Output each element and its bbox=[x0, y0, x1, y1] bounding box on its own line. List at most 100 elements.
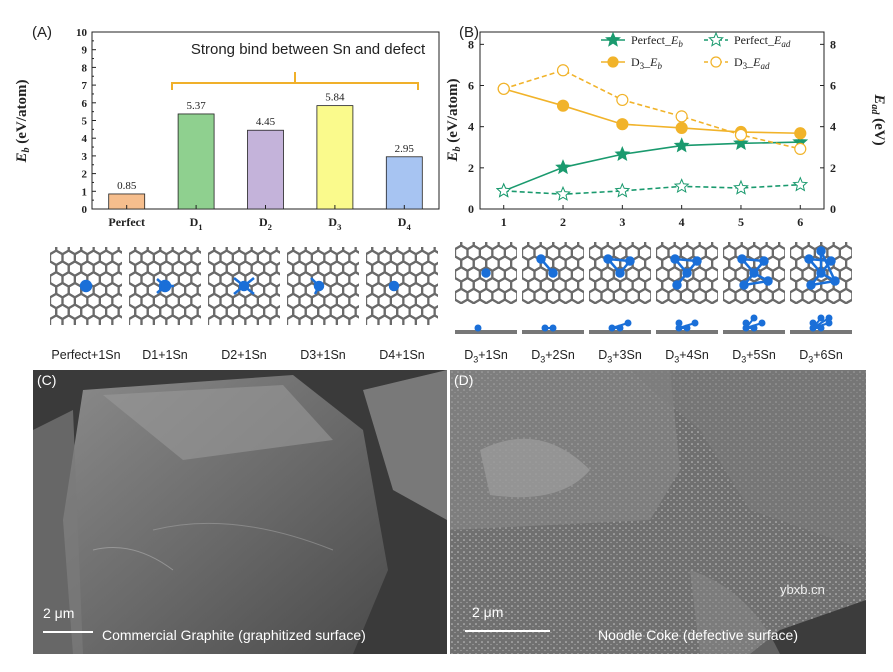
bar-value-label: 0.85 bbox=[117, 180, 137, 192]
watermark: ybxb.cn bbox=[780, 582, 825, 597]
x-tick-label: 2 bbox=[560, 215, 566, 229]
structure-thumbnail-side bbox=[790, 314, 852, 334]
structure-thumbnail bbox=[50, 247, 122, 325]
annotation-text: Strong bind between Sn and defect bbox=[191, 41, 426, 58]
structure-label: D3+2Sn bbox=[531, 348, 575, 365]
series-point bbox=[616, 93, 629, 107]
legend-label: D3_Ead bbox=[734, 55, 770, 71]
coke-texture bbox=[450, 370, 866, 654]
structure-thumbnail-side bbox=[522, 324, 584, 334]
series-point bbox=[497, 82, 510, 95]
structure-label: D3+3Sn bbox=[598, 348, 642, 365]
series-point bbox=[733, 134, 749, 151]
right-y-tick-label: 8 bbox=[830, 37, 836, 51]
bar bbox=[177, 113, 215, 210]
structure-label: D4+1Sn bbox=[379, 348, 425, 362]
structure-thumbnail-top bbox=[522, 242, 584, 304]
structure-model bbox=[287, 247, 359, 325]
y-tick-label: 3 bbox=[82, 151, 88, 163]
series-point bbox=[556, 64, 570, 77]
x-tick-label: D3 bbox=[328, 215, 342, 232]
panel-a-structures bbox=[50, 247, 445, 342]
structure-thumbnail-side bbox=[455, 324, 517, 334]
structure-thumbnail-side bbox=[589, 319, 651, 334]
right-y-tick-label: 4 bbox=[830, 120, 836, 134]
left-y-tick-label: 0 bbox=[468, 202, 474, 216]
scale-bar-label: 2 μm bbox=[472, 604, 504, 620]
x-tick-label: Perfect bbox=[108, 215, 145, 229]
series-point bbox=[616, 118, 629, 131]
series-point bbox=[614, 182, 631, 198]
series-point bbox=[673, 178, 690, 194]
y-tick-label: 1 bbox=[82, 186, 88, 198]
panel-a-bar-chart: 0 1 2 3 4 5 6 7 8 9 10 0.85 Perfect 5.37 D1 4.45 D2 5.84… bbox=[14, 27, 440, 232]
structure-model bbox=[129, 247, 201, 325]
structure-label: D3+1Sn bbox=[300, 348, 346, 362]
sem-image-coke: (D) 2 μm Noodle Coke (defective surface)… bbox=[450, 370, 866, 654]
series-line bbox=[503, 69, 801, 150]
panel-a-label: (A) bbox=[32, 24, 52, 41]
y-tick-label: 8 bbox=[82, 62, 88, 74]
x-tick-label: 4 bbox=[679, 215, 685, 229]
panel-b-structures bbox=[455, 242, 893, 344]
structure-model bbox=[656, 242, 718, 304]
structure-label: D3+4Sn bbox=[665, 348, 709, 365]
structure-label: D2+1Sn bbox=[221, 348, 267, 362]
left-axis-label: Eb (eV/atom) bbox=[446, 79, 463, 163]
structure-thumbnail bbox=[287, 247, 359, 325]
series-point bbox=[555, 185, 571, 201]
y-tick-label: 0 bbox=[82, 204, 88, 216]
legend-marker bbox=[605, 31, 621, 47]
left-y-tick-label: 4 bbox=[468, 120, 474, 134]
series-point bbox=[792, 176, 809, 192]
structure-thumbnail-side bbox=[656, 319, 718, 334]
structure-thumbnail-side bbox=[723, 314, 785, 334]
series-line bbox=[503, 183, 801, 195]
right-axis-label: Ead (eV) bbox=[869, 93, 887, 145]
series-point bbox=[556, 99, 570, 112]
structure-model bbox=[723, 242, 785, 304]
bar bbox=[316, 105, 354, 210]
graphite-texture bbox=[33, 370, 447, 654]
left-y-tick-label: 6 bbox=[468, 79, 474, 93]
x-tick-label: D2 bbox=[259, 215, 272, 232]
series-point bbox=[614, 146, 631, 161]
series-point bbox=[794, 142, 807, 156]
scale-bar bbox=[43, 631, 93, 633]
structure-thumbnail-top bbox=[723, 242, 785, 304]
bar bbox=[247, 129, 284, 210]
x-tick-label: 6 bbox=[797, 215, 803, 229]
series-point bbox=[675, 121, 688, 135]
y-tick-label: 5 bbox=[82, 116, 88, 128]
bar-value-label: 5.37 bbox=[186, 100, 206, 112]
sem-image-graphite: (C) 2 μm Commercial Graphite (graphitize… bbox=[33, 370, 447, 654]
structure-model bbox=[208, 247, 280, 325]
structure-thumbnail-top bbox=[790, 242, 852, 304]
y-tick-label: 6 bbox=[82, 98, 88, 110]
legend-marker bbox=[708, 31, 724, 47]
left-y-tick-label: 8 bbox=[468, 37, 474, 51]
structure-model bbox=[790, 242, 852, 304]
scale-bar bbox=[465, 630, 550, 632]
bar-value-label: 4.45 bbox=[256, 116, 276, 128]
legend: Perfect_Eb Perfect_Ead D3_Eb D3_Ead bbox=[601, 31, 791, 71]
structure-label: D3+1Sn bbox=[464, 348, 508, 365]
bar-value-label: 5.84 bbox=[325, 92, 345, 104]
panel-c-label: (C) bbox=[37, 372, 57, 388]
structure-model bbox=[522, 242, 584, 304]
panel-b-line-chart: 0 0 2 2 4 4 6 6 8 8 1 2 3 4 5 6 Perfect_Eb Perfect_Ead D3… bbox=[446, 31, 887, 229]
structure-label: D3+5Sn bbox=[732, 348, 776, 365]
legend-label: D3_Eb bbox=[631, 55, 663, 71]
panel-d-label: (D) bbox=[454, 372, 474, 388]
sem-caption: Commercial Graphite (graphitized surface… bbox=[102, 627, 366, 643]
y-tick-label: 9 bbox=[82, 45, 88, 57]
series-point bbox=[734, 128, 748, 142]
x-tick-label: 5 bbox=[738, 215, 744, 229]
structure-thumbnail bbox=[208, 247, 280, 325]
bar-value-label: 2.95 bbox=[395, 143, 415, 155]
structure-thumbnail-top bbox=[455, 242, 517, 304]
y-tick-label: 7 bbox=[82, 80, 88, 92]
structure-thumbnail-top bbox=[589, 242, 651, 304]
series-point bbox=[794, 127, 807, 140]
structure-label: D3+6Sn bbox=[799, 348, 843, 365]
